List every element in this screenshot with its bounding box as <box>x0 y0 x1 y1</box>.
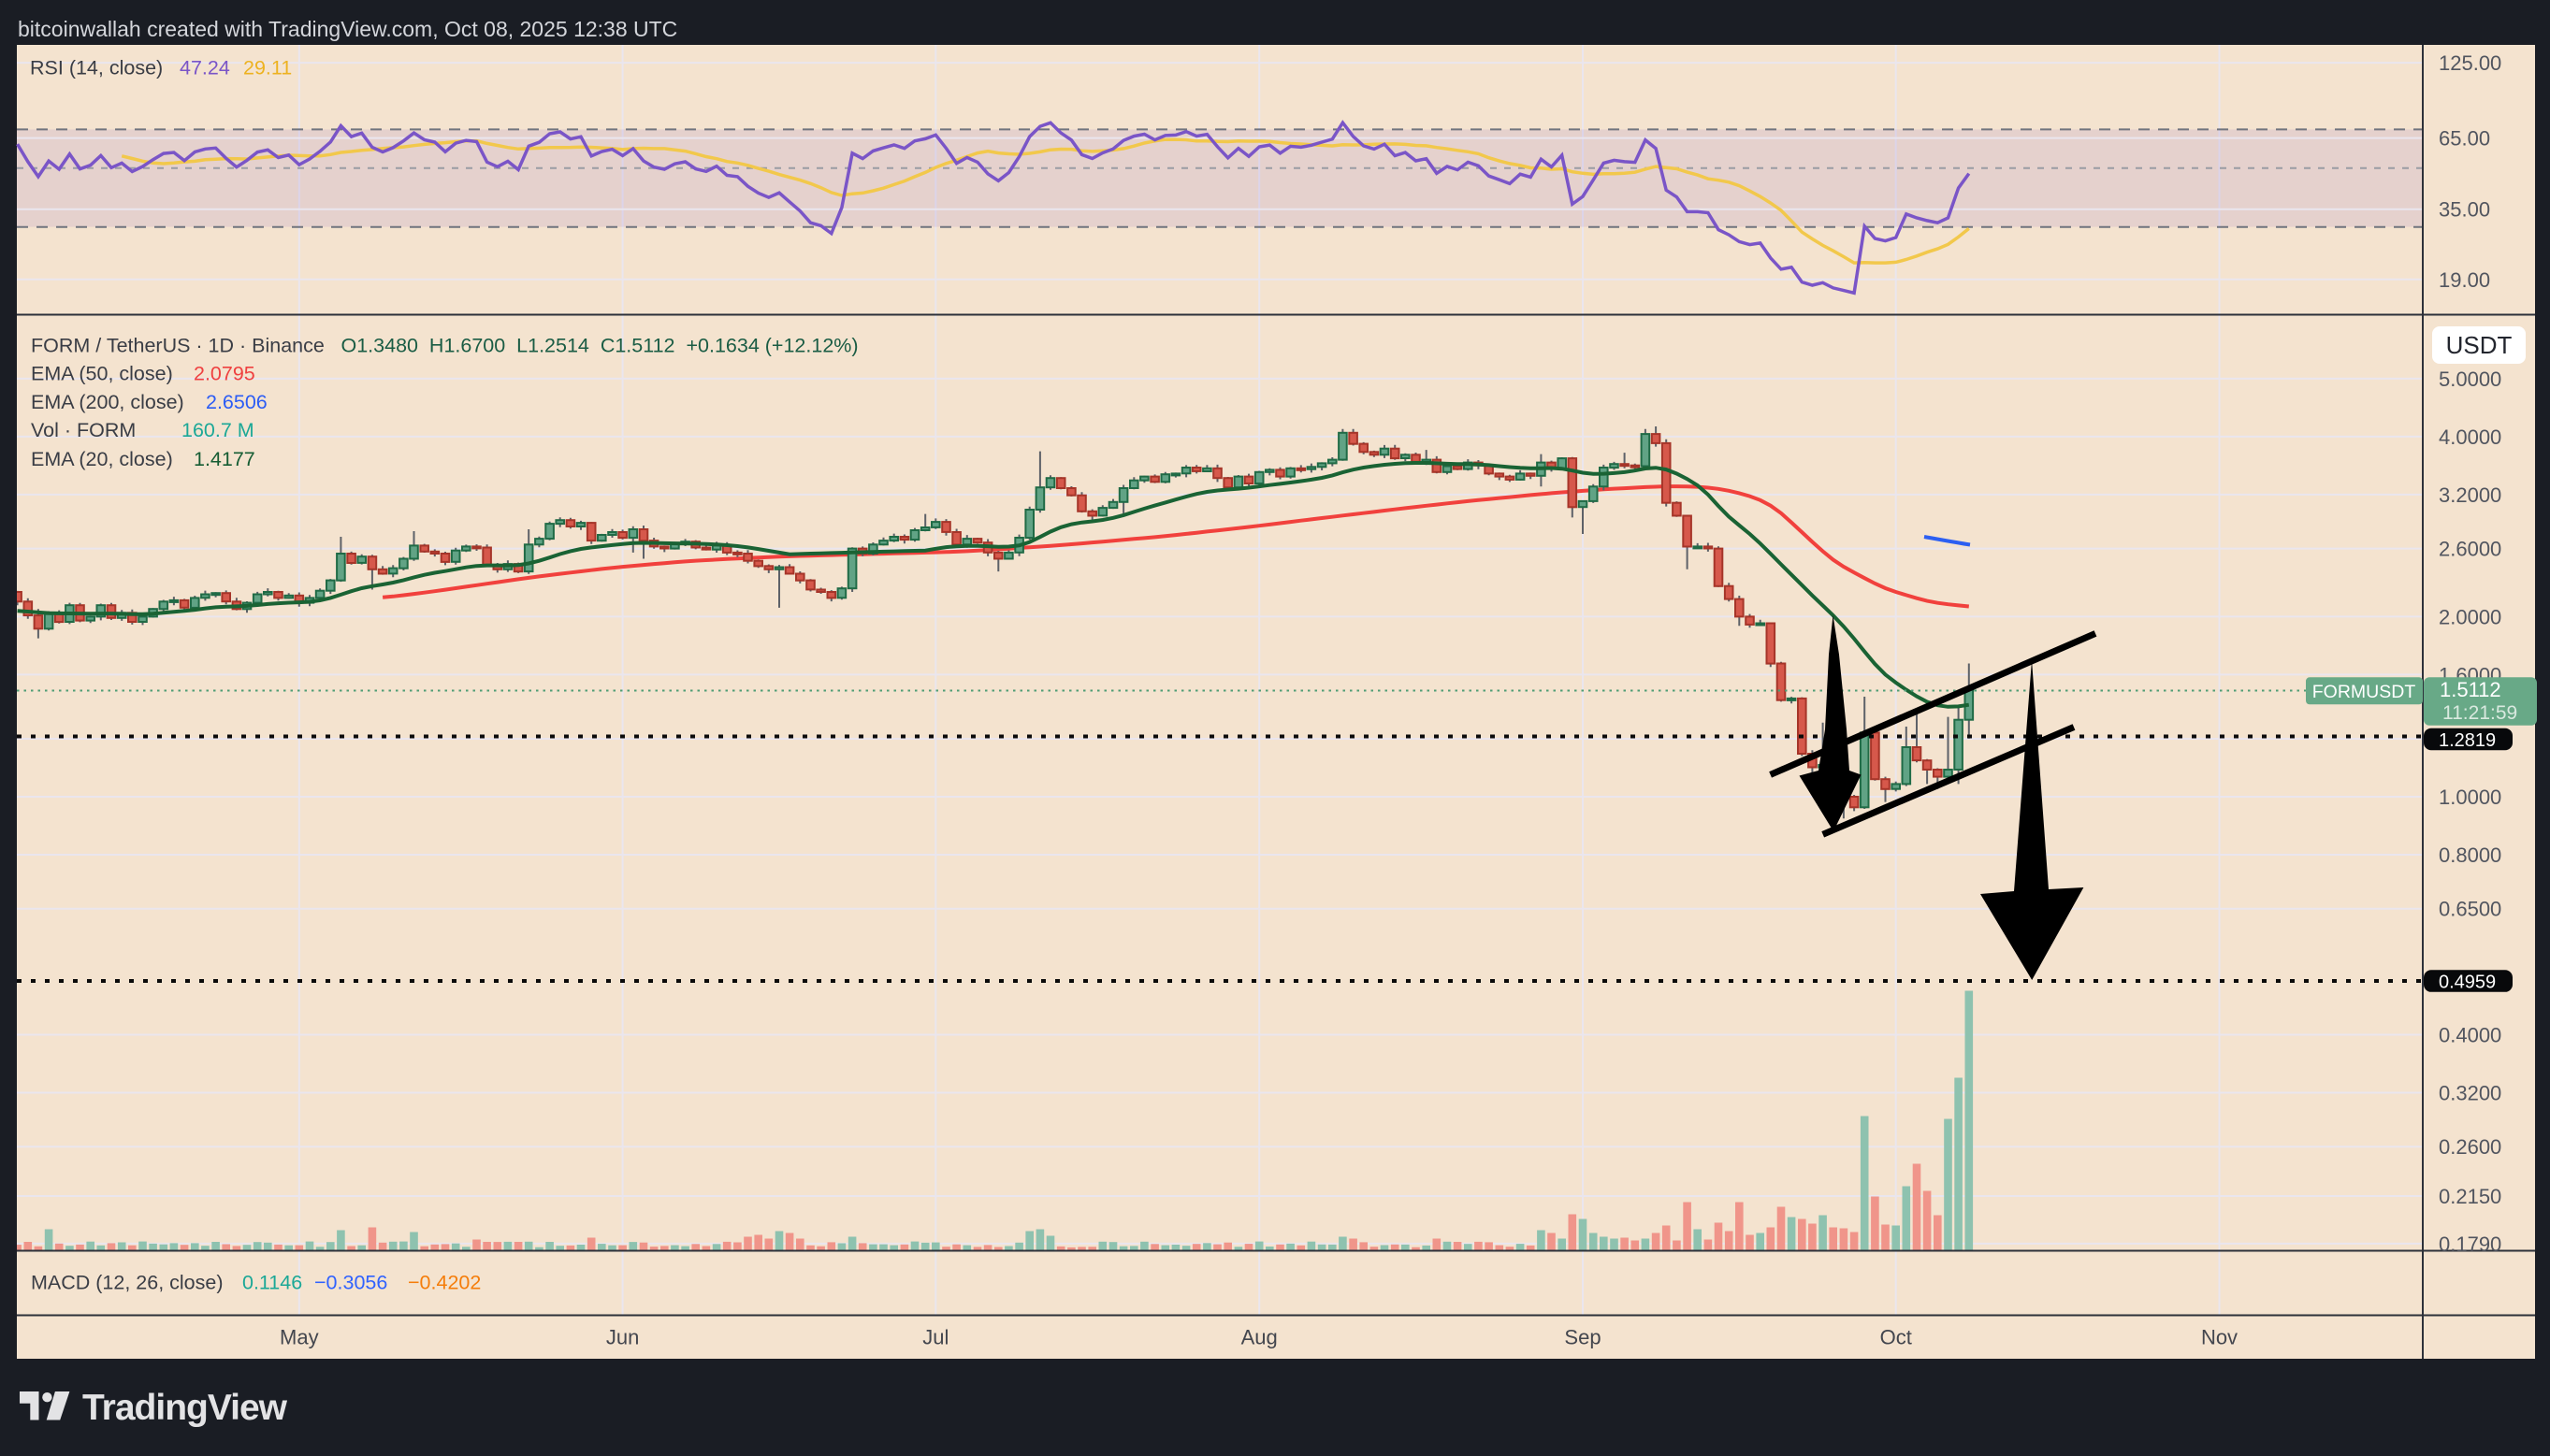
svg-text:MACD (12, 26, close): MACD (12, 26, close) <box>31 1271 224 1293</box>
svg-text:1.4177: 1.4177 <box>194 448 255 470</box>
svg-text:−0.4202: −0.4202 <box>408 1271 481 1293</box>
svg-text:1.2819: 1.2819 <box>2439 730 2496 751</box>
svg-text:160.7 M: 160.7 M <box>181 419 254 441</box>
svg-text:0.2600: 0.2600 <box>2439 1135 2501 1159</box>
svg-text:2.6506: 2.6506 <box>206 391 268 413</box>
svg-text:USDT: USDT <box>2446 331 2513 359</box>
svg-text:0.8000: 0.8000 <box>2439 843 2501 867</box>
svg-text:0.4000: 0.4000 <box>2439 1024 2501 1047</box>
svg-text:−0.3056: −0.3056 <box>314 1271 387 1293</box>
svg-text:0.1790: 0.1790 <box>2439 1233 2501 1256</box>
svg-text:2.0000: 2.0000 <box>2439 605 2501 628</box>
svg-text:29.11: 29.11 <box>243 57 292 79</box>
svg-text:FORMUSDT: FORMUSDT <box>2312 682 2416 702</box>
svg-text:EMA (50, close): EMA (50, close) <box>31 363 173 385</box>
svg-text:O1.3480 H1.6700 L1.2514 C1.: O1.3480 H1.6700 L1.2514 C1.5112 +0.1634 … <box>341 335 859 357</box>
svg-text:Jun: Jun <box>606 1326 639 1349</box>
svg-text:11:21:59: 11:21:59 <box>2442 702 2517 724</box>
svg-text:2.6000: 2.6000 <box>2439 538 2501 561</box>
svg-text:35.00: 35.00 <box>2439 198 2490 222</box>
svg-text:May: May <box>280 1326 319 1349</box>
svg-text:19.00: 19.00 <box>2439 268 2490 292</box>
svg-text:1.0000: 1.0000 <box>2439 786 2501 809</box>
svg-text:EMA (200, close): EMA (200, close) <box>31 391 184 413</box>
svg-text:2.0795: 2.0795 <box>194 363 255 385</box>
svg-text:125.00: 125.00 <box>2439 51 2501 75</box>
svg-text:Jul: Jul <box>922 1326 949 1349</box>
svg-text:4.0000: 4.0000 <box>2439 425 2501 449</box>
svg-text:Nov: Nov <box>2201 1326 2238 1349</box>
svg-text:0.1146: 0.1146 <box>242 1271 302 1293</box>
svg-text:0.3200: 0.3200 <box>2439 1082 2501 1105</box>
svg-text:3.2000: 3.2000 <box>2439 483 2501 507</box>
svg-text:0.6500: 0.6500 <box>2439 898 2501 921</box>
svg-text:bitcoinwallah created with Tra: bitcoinwallah created with TradingView.c… <box>18 17 677 41</box>
svg-text:Sep: Sep <box>1564 1326 1601 1349</box>
svg-text:65.00: 65.00 <box>2439 127 2490 151</box>
svg-text:0.4959: 0.4959 <box>2439 973 2496 993</box>
svg-text:TradingView: TradingView <box>82 1388 288 1428</box>
svg-text:0.2150: 0.2150 <box>2439 1185 2501 1208</box>
svg-text:EMA (20, close): EMA (20, close) <box>31 448 173 470</box>
svg-text:Vol · FORM: Vol · FORM <box>31 419 136 441</box>
svg-text:1.5112: 1.5112 <box>2440 678 2501 701</box>
svg-text:Aug: Aug <box>1241 1326 1278 1349</box>
svg-text:5.0000: 5.0000 <box>2439 368 2501 391</box>
svg-text:47.24: 47.24 <box>180 57 230 79</box>
svg-text:RSI (14, close): RSI (14, close) <box>30 57 163 79</box>
svg-text:FORM / TetherUS · 1D · Binance: FORM / TetherUS · 1D · Binance <box>31 335 325 357</box>
svg-text:Oct: Oct <box>1880 1326 1912 1349</box>
